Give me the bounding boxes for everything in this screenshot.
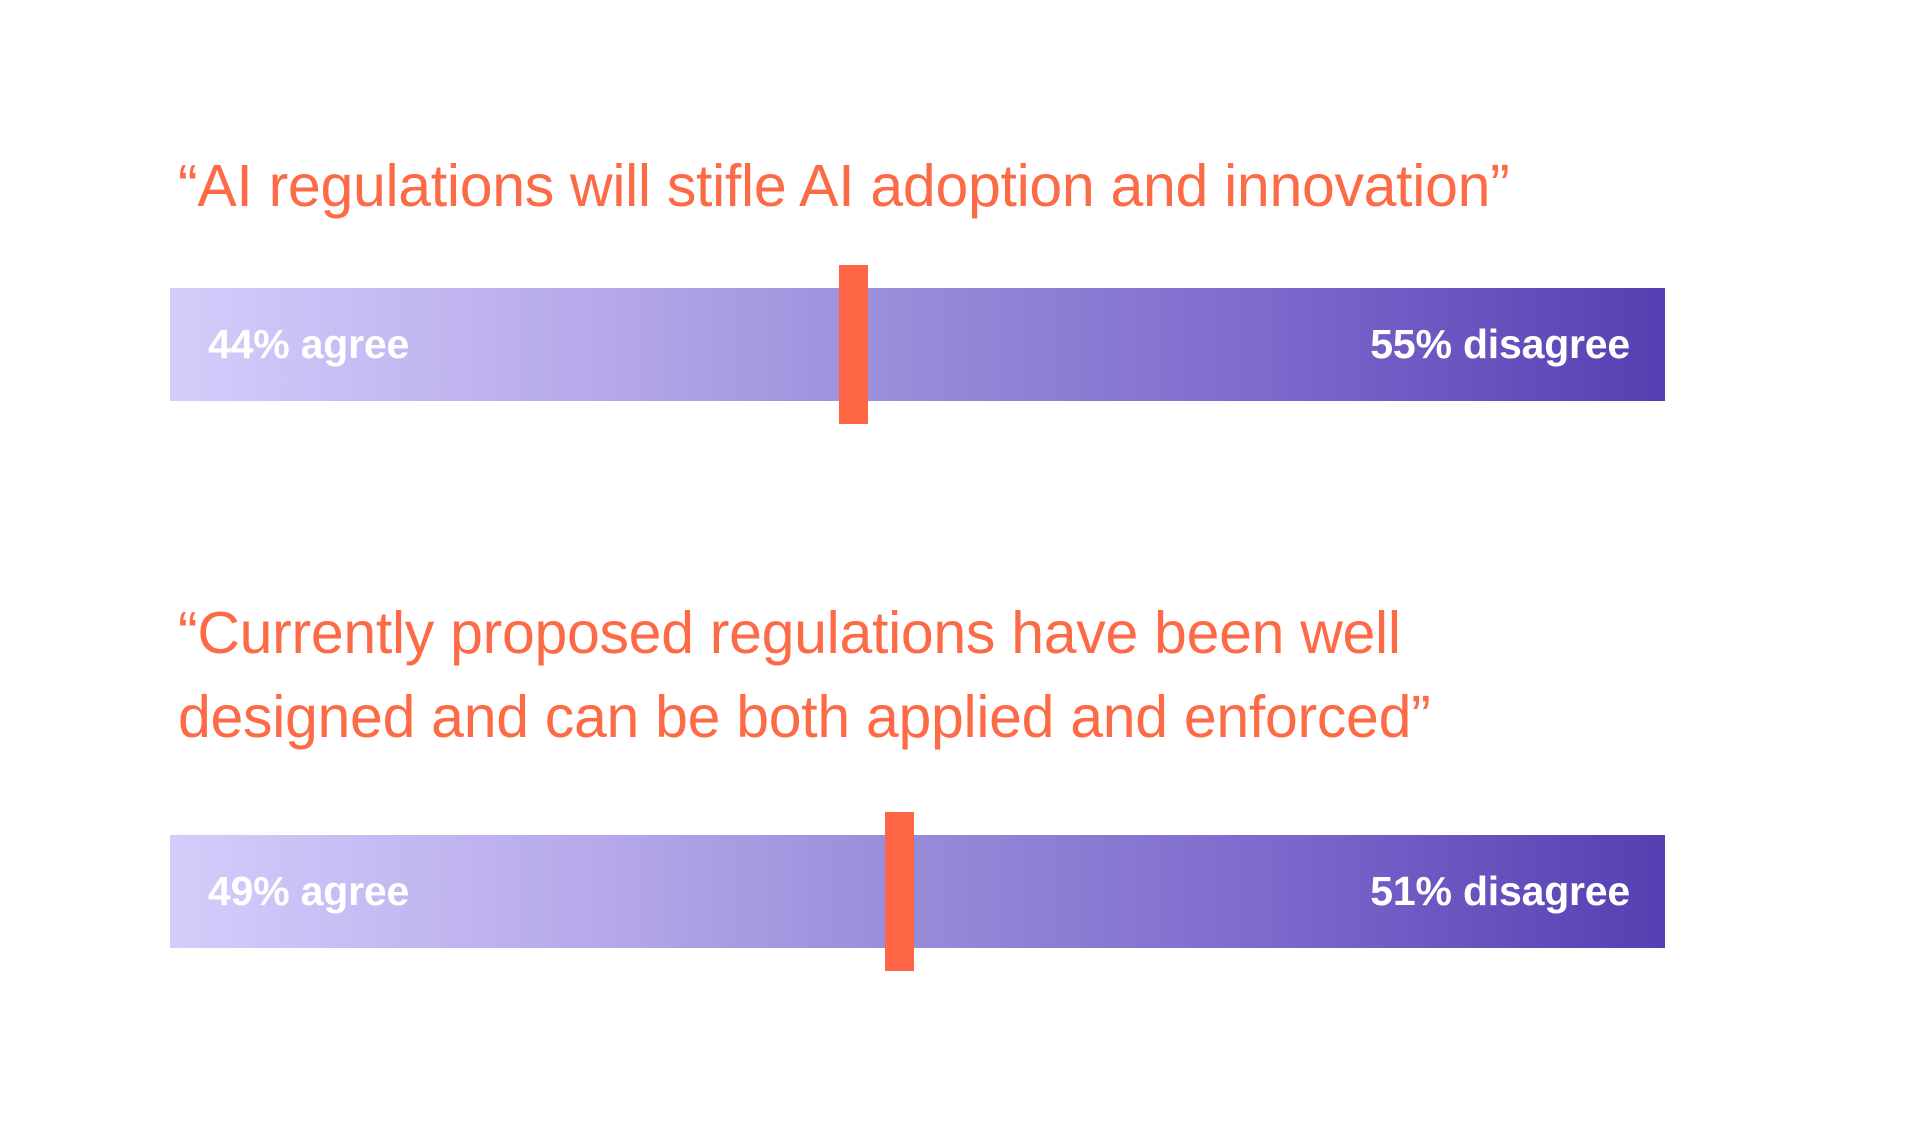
statement-2-line-1: “Currently proposed regulations have bee… bbox=[178, 600, 1401, 666]
statement-1: “AI regulations will stifle AI adoption … bbox=[178, 144, 1510, 228]
statement-1-text: “AI regulations will stifle AI adoption … bbox=[178, 153, 1510, 219]
statement-2: “Currently proposed regulations have bee… bbox=[178, 591, 1431, 759]
survey-bar-1: 44% agree 55% disagree bbox=[170, 288, 1665, 401]
agree-label-2: 49% agree bbox=[208, 868, 410, 914]
split-marker-2 bbox=[885, 812, 914, 971]
survey-bar-2: 49% agree 51% disagree bbox=[170, 835, 1665, 948]
disagree-label-1: 55% disagree bbox=[1370, 321, 1630, 367]
agree-label-1: 44% agree bbox=[208, 321, 410, 367]
split-marker-1 bbox=[839, 265, 868, 424]
statement-2-line-2: designed and can be both applied and enf… bbox=[178, 684, 1431, 750]
disagree-label-2: 51% disagree bbox=[1370, 868, 1630, 914]
